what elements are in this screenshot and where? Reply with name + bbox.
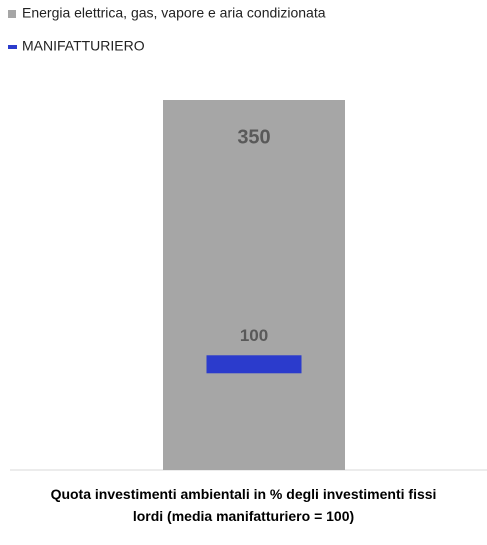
data-label: 100 xyxy=(240,326,268,345)
marker-dash xyxy=(206,355,302,374)
legend-label: MANIFATTURIERO xyxy=(22,38,145,54)
chart: Energia elettrica, gas, vapore e aria co… xyxy=(8,5,487,471)
category-label: Quota investimenti ambientali in % degli… xyxy=(50,486,437,524)
legend-marker xyxy=(8,45,17,49)
bar xyxy=(163,100,345,470)
legend-label: Energia elettrica, gas, vapore e aria co… xyxy=(22,5,326,21)
legend-marker xyxy=(8,10,16,18)
data-label: 350 xyxy=(237,126,270,148)
